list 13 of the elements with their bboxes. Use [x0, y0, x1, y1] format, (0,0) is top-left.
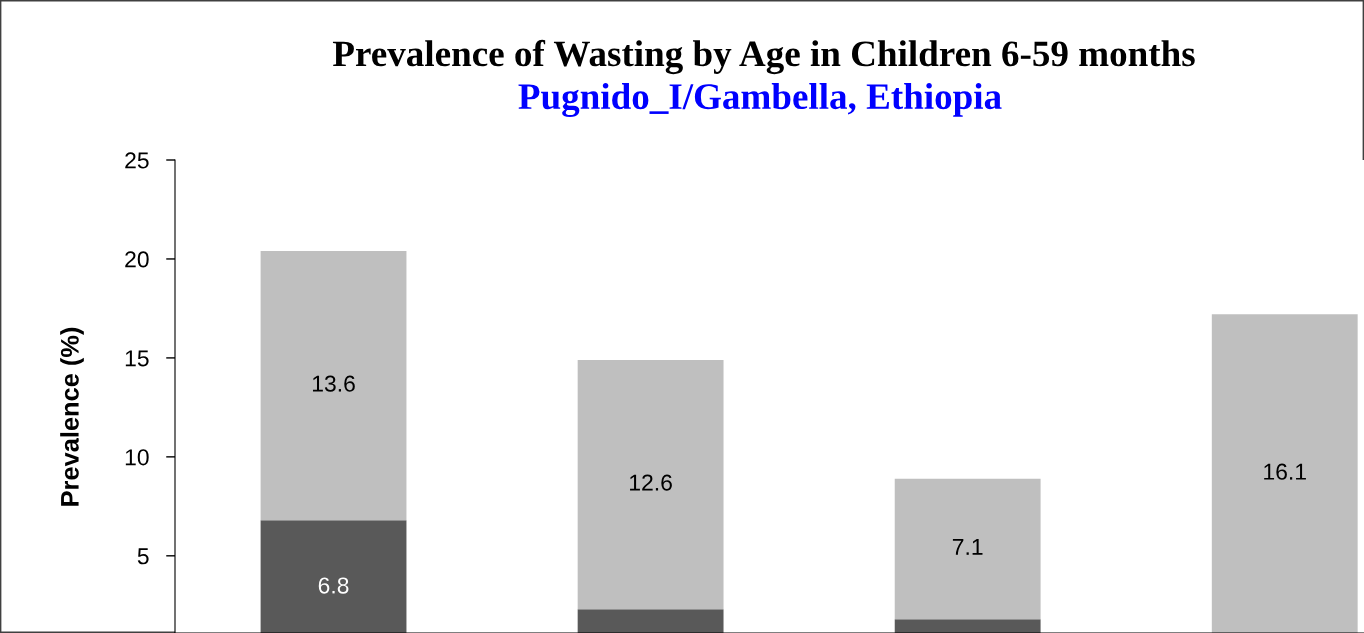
- chart-title: Prevalence of Wasting by Age in Children 6-59 months: [332, 39, 1195, 75]
- y-tick-label: 10: [125, 449, 149, 466]
- y-tick-label: 15: [125, 350, 149, 367]
- data-label: 13.6: [312, 375, 355, 392]
- y-tick-label: 20: [125, 251, 149, 268]
- y-tick-label: 25: [125, 152, 149, 169]
- data-label: 7.1: [952, 539, 983, 555]
- data-label: 12.6: [630, 474, 672, 491]
- data-label: 6.8: [318, 577, 349, 594]
- y-tick-label: 5: [137, 548, 149, 565]
- y-axis-title: Prevalence (%): [60, 327, 84, 506]
- chart-subtitle: Pugnido_I/Gambella, Ethiopia: [518, 83, 1002, 117]
- data-label: 16.1: [1264, 463, 1306, 480]
